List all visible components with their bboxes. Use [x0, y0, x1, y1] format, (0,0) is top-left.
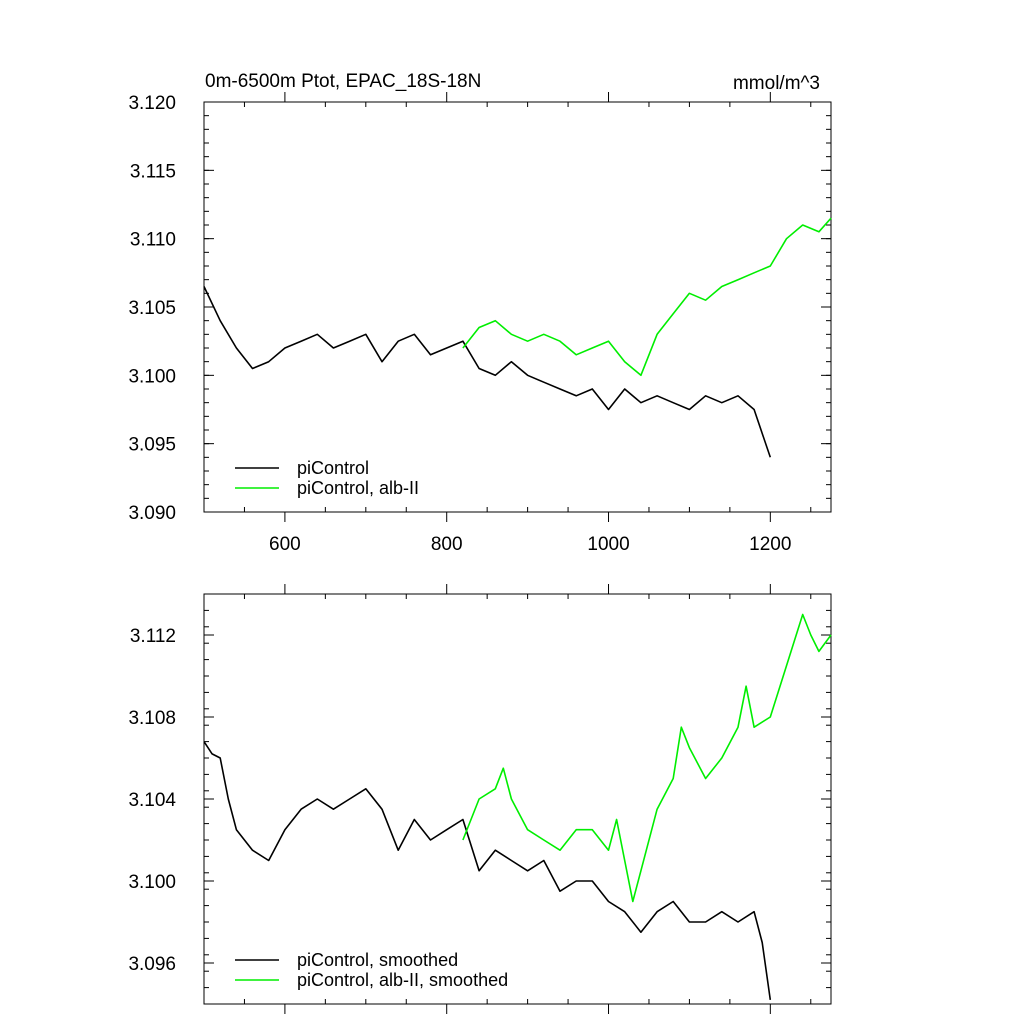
series-line-alb-ii — [462, 217, 832, 377]
y-tick-label: 3.095 — [128, 435, 176, 456]
y-tick-label: 3.108 — [128, 708, 176, 729]
series-line-picontrol — [203, 741, 772, 1001]
top-series — [203, 217, 832, 458]
chart-title: 0m-6500m Ptot, EPAC_18S-18N — [205, 71, 481, 92]
bottom-series — [203, 613, 832, 1001]
y-tick-label: 3.100 — [128, 366, 176, 387]
y-tick-label: 3.112 — [130, 626, 176, 647]
units-label: mmol/m^3 — [733, 73, 820, 94]
y-tick-label: 3.120 — [128, 93, 176, 114]
legend-label: piControl, alb-II, smoothed — [297, 970, 508, 990]
bottom-ticks: 3.096 3.100 3.104 3.108 3.112 — [128, 584, 831, 1014]
y-tick-label: 3.115 — [130, 161, 176, 182]
legend-label: piControl, alb-II — [297, 478, 419, 498]
plot-frame-bottom — [203, 593, 832, 1005]
y-tick-label: 3.100 — [128, 872, 176, 893]
series-line-picontrol — [203, 286, 772, 458]
y-tick-label: 3.090 — [128, 503, 176, 524]
y-tick-label: 3.096 — [128, 954, 176, 975]
legend-label: piControl, smoothed — [297, 950, 458, 970]
y-tick-label: 3.110 — [130, 230, 176, 251]
plot-frame-top — [203, 101, 832, 513]
x-tick-label: 800 — [431, 534, 463, 555]
x-tick-label: 1000 — [587, 534, 629, 555]
legend-label: piControl — [297, 458, 369, 478]
series-line-alb-ii — [462, 613, 832, 903]
bottom-panel: 3.096 3.100 3.104 3.108 3.112 piControl, smo… — [128, 584, 832, 1014]
top-ticks: 600 800 1000 1200 3.090 3.095 3.100 3.105 3.110 3… — [128, 92, 831, 555]
top-panel: 0m-6500m Ptot, EPAC_18S-18N mmol/m^3 600… — [128, 71, 832, 555]
y-tick-label: 3.105 — [128, 298, 176, 319]
x-tick-label: 1200 — [749, 534, 791, 555]
y-tick-label: 3.104 — [128, 790, 176, 811]
x-tick-label: 600 — [269, 534, 301, 555]
